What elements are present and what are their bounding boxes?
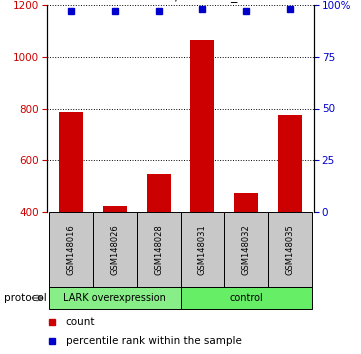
Text: count: count xyxy=(66,316,95,327)
Bar xyxy=(234,193,258,315)
Text: GSM148031: GSM148031 xyxy=(198,224,207,275)
Bar xyxy=(268,212,312,287)
Text: GSM148028: GSM148028 xyxy=(154,224,163,275)
Text: percentile rank within the sample: percentile rank within the sample xyxy=(66,336,242,347)
Text: GSM148032: GSM148032 xyxy=(242,224,251,275)
Text: LARK overexpression: LARK overexpression xyxy=(64,293,166,303)
Text: GSM148016: GSM148016 xyxy=(66,224,75,275)
Bar xyxy=(103,206,127,315)
Bar xyxy=(137,212,180,287)
Bar xyxy=(49,287,180,309)
Bar xyxy=(147,174,171,315)
Bar xyxy=(93,212,137,287)
Text: GSM148035: GSM148035 xyxy=(286,224,295,275)
Bar xyxy=(180,212,224,287)
Bar xyxy=(59,112,83,315)
Text: control: control xyxy=(229,293,263,303)
Bar xyxy=(224,212,268,287)
Title: GDS2553 / 151598_at: GDS2553 / 151598_at xyxy=(112,0,249,2)
Bar xyxy=(190,40,214,315)
Text: GSM148026: GSM148026 xyxy=(110,224,119,275)
Bar xyxy=(180,287,312,309)
Bar xyxy=(49,212,93,287)
Text: protocol: protocol xyxy=(4,293,46,303)
Bar xyxy=(278,115,302,315)
